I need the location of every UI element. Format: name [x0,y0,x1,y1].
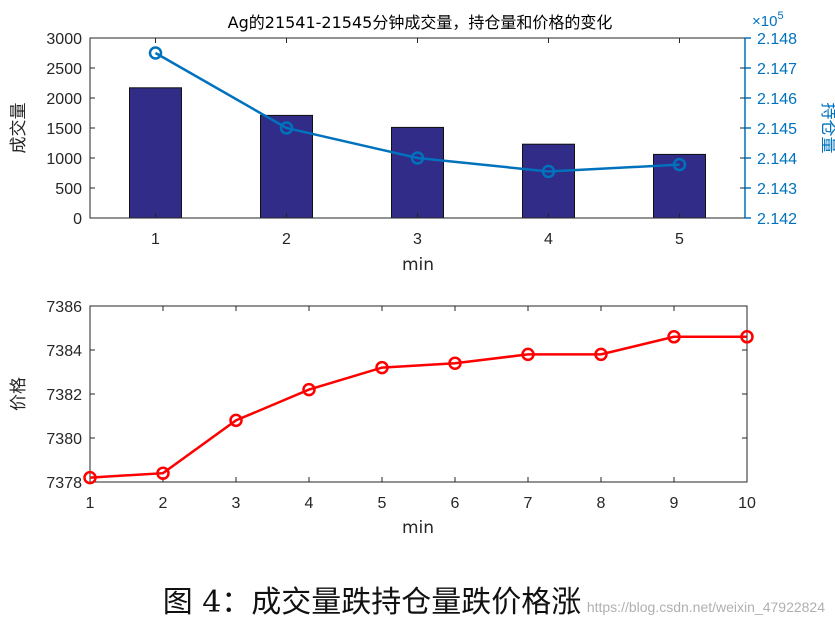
bottom-y-tick-label: 7378 [46,475,82,492]
bottom-x-tick-label: 6 [451,495,460,512]
bar-1 [129,87,182,219]
watermark: https://blog.csdn.net/weixin_47922824 [587,599,825,615]
open-interest-point [410,151,425,165]
right-y-ticks: 2.142 2.143 2.144 2.145 2.146 2.147 2.148 [745,31,797,228]
price-point [83,470,97,485]
bottom-x-tick-label: 2 [159,495,168,512]
bottom-chart: 7378 7380 7382 7384 7386 1 2 3 4 5 6 7 8 9 10 价格 min [9,299,756,538]
right-y-tick-label: 2.145 [757,121,797,138]
bar-3 [391,126,444,219]
x-ticks: 1 2 3 4 5 [151,38,684,248]
left-y-tick-label: 2500 [46,61,82,78]
bottom-x-tick-label: 10 [738,495,756,512]
figure-caption: 图 4：成交量跌持仓量跌价格涨 [163,585,582,620]
bottom-x-tick-label: 7 [524,495,533,512]
left-y-tick-label: 500 [55,181,82,198]
price-line [89,335,747,479]
bottom-x-tick-label: 5 [378,495,387,512]
price-point [302,382,316,397]
bottom-x-tick-label: 3 [232,495,241,512]
left-y-tick-label: 1500 [46,121,82,138]
price-point [594,347,608,362]
open-interest-point [279,121,294,135]
right-y-axis-label: 持仓量 [818,103,835,154]
open-interest-line [154,51,680,173]
left-y-tick-label: 3000 [46,31,82,48]
bar-2 [260,114,313,219]
right-y-tick-label: 2.143 [757,181,797,198]
price-point [229,413,243,428]
right-y-tick-label: 2.147 [757,61,797,78]
price-point [667,330,681,344]
price-point [156,466,170,480]
right-axis-exponent-power: 5 [777,10,783,22]
right-y-tick-label: 2.148 [757,31,797,48]
right-y-tick-label: 2.142 [757,211,797,228]
x-tick-label: 4 [544,231,553,248]
right-axis-exponent: ×105 [752,10,784,30]
left-y-tick-label: 2000 [46,91,82,108]
open-interest-point [148,46,163,60]
left-y-tick-label: 0 [73,211,82,228]
bottom-y-tick-label: 7380 [46,431,82,448]
right-y-tick-label: 2.146 [757,91,797,108]
bottom-x-tick-label: 4 [305,495,314,512]
bottom-y-axis-label: 价格 [9,377,29,411]
price-line-series [83,330,754,485]
open-interest-point [541,164,556,179]
bottom-x-axis-label: min [402,518,434,538]
x-tick-label: 1 [151,231,160,248]
bottom-y-tick-label: 7384 [46,343,82,360]
price-point [740,330,754,344]
bottom-y-tick-label: 7386 [46,299,82,316]
bottom-y-ticks: 7378 7380 7382 7384 7386 [46,299,747,492]
x-tick-label: 3 [413,231,422,248]
top-chart: Ag的21541-21545分钟成交量，持仓量和价格的变化 0500100015… [9,10,835,275]
bottom-x-tick-label: 8 [597,495,606,512]
top-x-axis-label: min [402,255,434,275]
x-tick-label: 2 [282,231,291,248]
left-y-tick-label: 1000 [46,151,82,168]
bottom-y-tick-label: 7382 [46,387,82,404]
left-y-axis-label: 成交量 [9,103,29,154]
bottom-x-tick-label: 9 [670,495,679,512]
price-point [521,347,535,362]
open-interest-point [672,157,687,172]
right-y-tick-label: 2.144 [757,151,797,168]
price-point [448,356,462,370]
right-axis-exponent-base: ×10 [752,13,777,30]
bottom-x-ticks: 1 2 3 4 5 6 7 8 9 10 [86,306,756,512]
x-tick-label: 5 [675,231,684,248]
bar-4 [522,143,575,219]
bar-5 [653,153,706,219]
line-series [148,46,687,179]
bottom-x-tick-label: 1 [86,495,95,512]
price-point [375,360,389,375]
left-y-ticks: 0 500 1000 1500 2000 2500 3000 [46,31,745,228]
chart-title: Ag的21541-21545分钟成交量，持仓量和价格的变化 [228,13,613,32]
